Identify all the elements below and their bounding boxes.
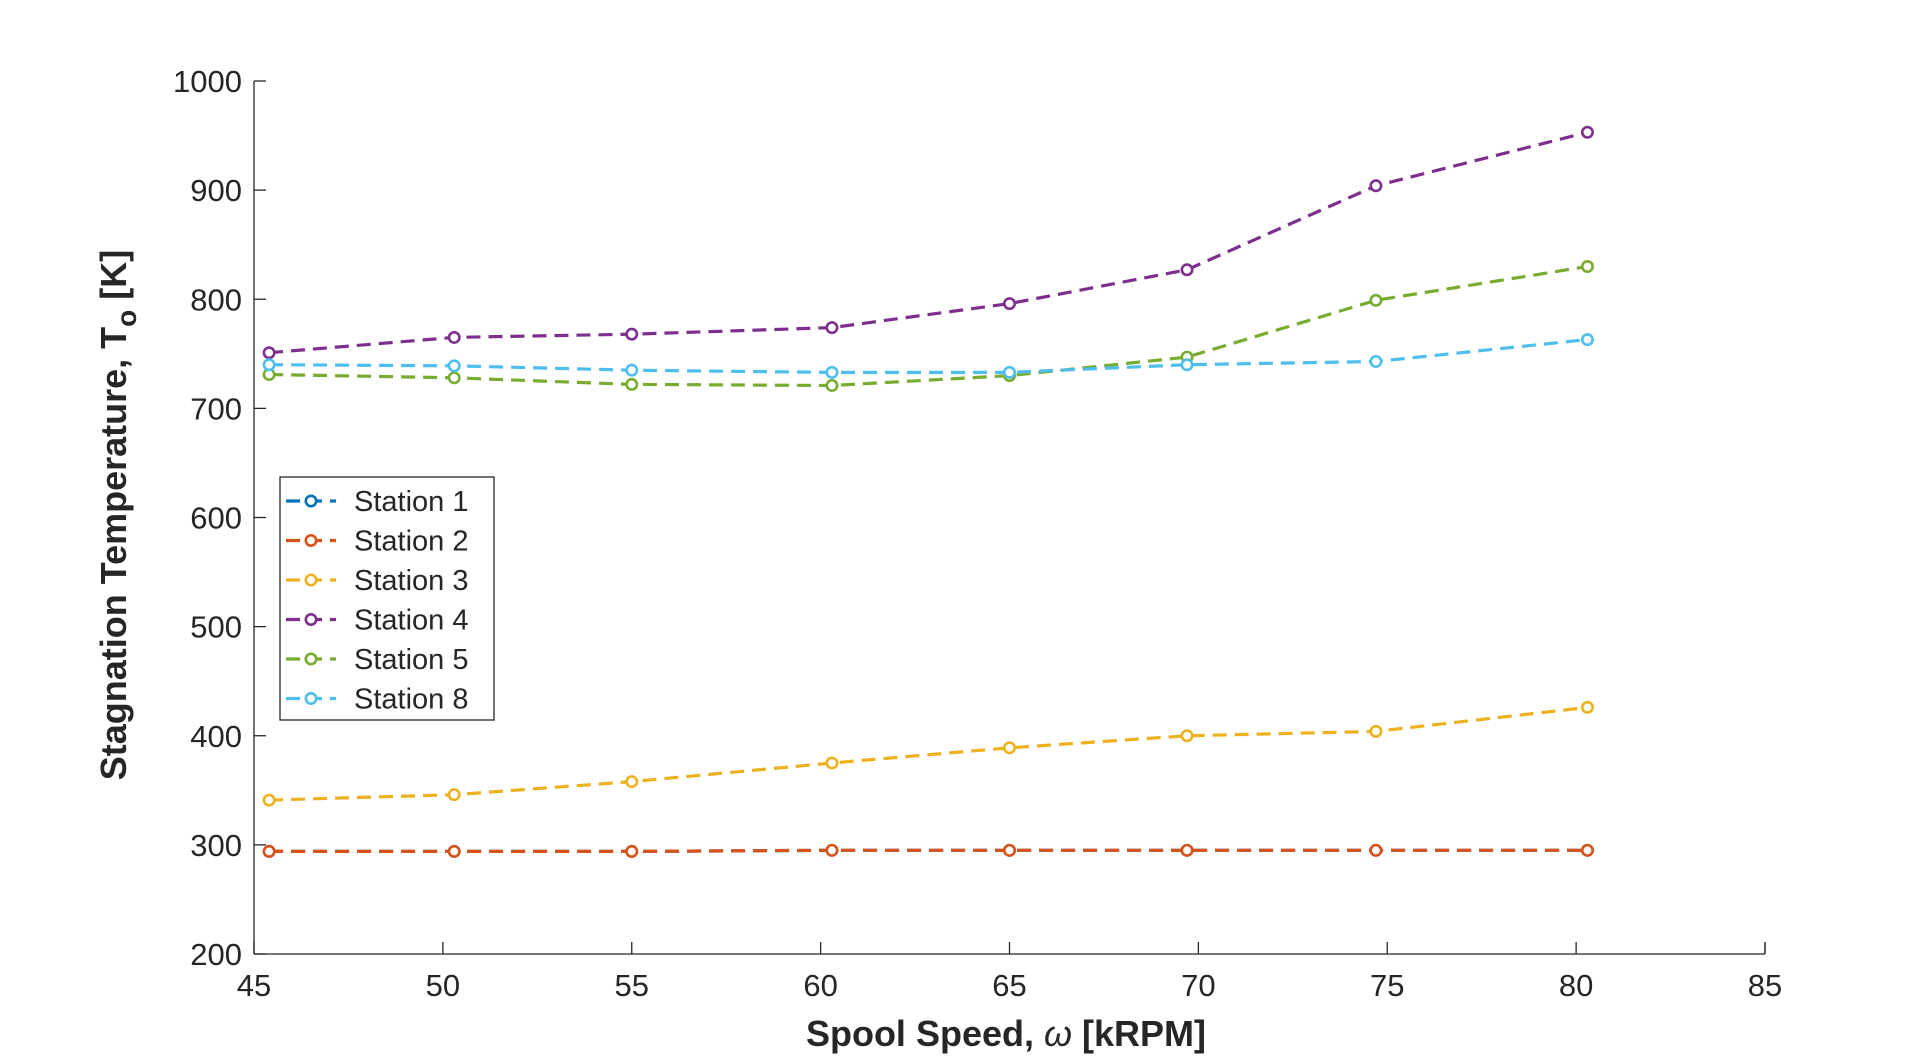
data-point: [1180, 358, 1194, 372]
data-point: [1002, 365, 1016, 379]
y-tick-label: 700: [190, 391, 242, 426]
y-tick-label: 500: [190, 610, 242, 645]
data-point: [1002, 843, 1016, 857]
legend-marker-sample: [304, 494, 318, 508]
legend-marker-sample: [304, 652, 318, 666]
y-tick-label: 300: [190, 828, 242, 863]
y-tick-label: 800: [190, 282, 242, 317]
data-point: [625, 775, 639, 789]
legend-label: Station 8: [354, 684, 468, 716]
x-tick-label: 50: [426, 968, 460, 1003]
data-point: [1580, 125, 1594, 139]
data-point: [262, 358, 276, 372]
legend-item: Station 4: [286, 605, 468, 637]
data-point: [1369, 293, 1383, 307]
x-tick-label: 60: [803, 968, 837, 1003]
data-point: [262, 793, 276, 807]
legend-marker-sample: [304, 573, 318, 587]
data-point: [625, 844, 639, 858]
x-tick-label: 65: [992, 968, 1026, 1003]
data-point: [1180, 263, 1194, 277]
series: [262, 125, 1594, 858]
data-point: [1180, 843, 1194, 857]
data-point: [1002, 741, 1016, 755]
legend-marker-sample: [304, 612, 318, 626]
data-point: [1580, 700, 1594, 714]
data-point: [625, 327, 639, 341]
legend-item: Station 2: [286, 526, 468, 558]
series-station-3: [262, 700, 1594, 807]
legend-item: Station 8: [286, 684, 468, 716]
series-station-4: [262, 125, 1594, 360]
y-axis-label-tail: [K]: [93, 250, 134, 310]
legend-item: Station 5: [286, 644, 468, 676]
legend-label: Station 4: [354, 605, 468, 637]
legend-marker-sample: [304, 691, 318, 705]
y-tick-label: 600: [190, 501, 242, 536]
data-point: [625, 377, 639, 391]
data-point: [825, 843, 839, 857]
data-point: [447, 330, 461, 344]
data-point: [1580, 843, 1594, 857]
legend-label: Station 3: [354, 565, 468, 597]
legend: Station 1 Station 2 Station 3 Station 4 Stat…: [279, 476, 495, 721]
series-line: [269, 338, 1588, 374]
series-station-5: [262, 260, 1594, 392]
y-axis-label: Stagnation Temperature, To [K]: [93, 250, 142, 781]
data-point: [825, 378, 839, 392]
legend-marker-sample: [304, 533, 318, 547]
x-tick-label: 55: [615, 968, 649, 1003]
data-point: [1369, 843, 1383, 857]
x-axis-label-main: Spool Speed,: [806, 1013, 1044, 1054]
legend-item: Station 3: [286, 565, 468, 597]
data-point: [1180, 729, 1194, 743]
data-point: [1002, 297, 1016, 311]
data-point: [447, 371, 461, 385]
data-point: [825, 321, 839, 335]
x-tick-label: 45: [237, 968, 271, 1003]
series-line: [269, 264, 1588, 388]
data-point: [262, 844, 276, 858]
data-point: [825, 756, 839, 770]
series-station-8: [262, 333, 1594, 379]
data-point: [625, 363, 639, 377]
legend-item: Station 1: [286, 486, 468, 518]
legend-label: Station 2: [354, 526, 468, 558]
x-tick-label: 70: [1181, 968, 1215, 1003]
y-tick-label: 900: [190, 173, 242, 208]
x-tick-label: 85: [1748, 968, 1782, 1003]
legend-box: [279, 476, 495, 721]
series-line: [268, 130, 1588, 355]
data-point: [447, 844, 461, 858]
y-axis-label-sub: o: [111, 310, 142, 327]
legend-label: Station 5: [354, 644, 468, 676]
x-axis-label: Spool Speed, ω [kRPM]: [806, 1013, 1206, 1054]
data-point: [262, 346, 276, 360]
data-point: [1580, 333, 1594, 347]
series-station-2: [262, 843, 1594, 858]
x-ticks: 45 50 55 60 65 70 75 80 85: [237, 942, 1782, 1003]
data-point: [447, 788, 461, 802]
series-line: [269, 705, 1588, 802]
y-tick-label: 1000: [173, 64, 242, 99]
y-ticks: 200 300 400 500 600 700 800 900 1000: [173, 64, 266, 972]
data-point: [447, 359, 461, 373]
x-axis-label-symbol: ω: [1044, 1013, 1072, 1054]
data-point: [1580, 260, 1594, 274]
x-axis-label-tail: [kRPM]: [1072, 1013, 1206, 1054]
data-point: [1369, 354, 1383, 368]
data-point: [1369, 179, 1383, 193]
data-point: [1369, 724, 1383, 738]
y-tick-label: 200: [190, 937, 242, 972]
legend-label: Station 1: [354, 486, 468, 518]
series-line: [269, 848, 1588, 854]
x-tick-label: 75: [1370, 968, 1404, 1003]
y-axis-label-main: Stagnation Temperature, T: [93, 327, 134, 780]
data-point: [825, 365, 839, 379]
y-tick-label: 400: [190, 719, 242, 754]
series-line: [269, 848, 1588, 854]
x-tick-label: 80: [1559, 968, 1593, 1003]
